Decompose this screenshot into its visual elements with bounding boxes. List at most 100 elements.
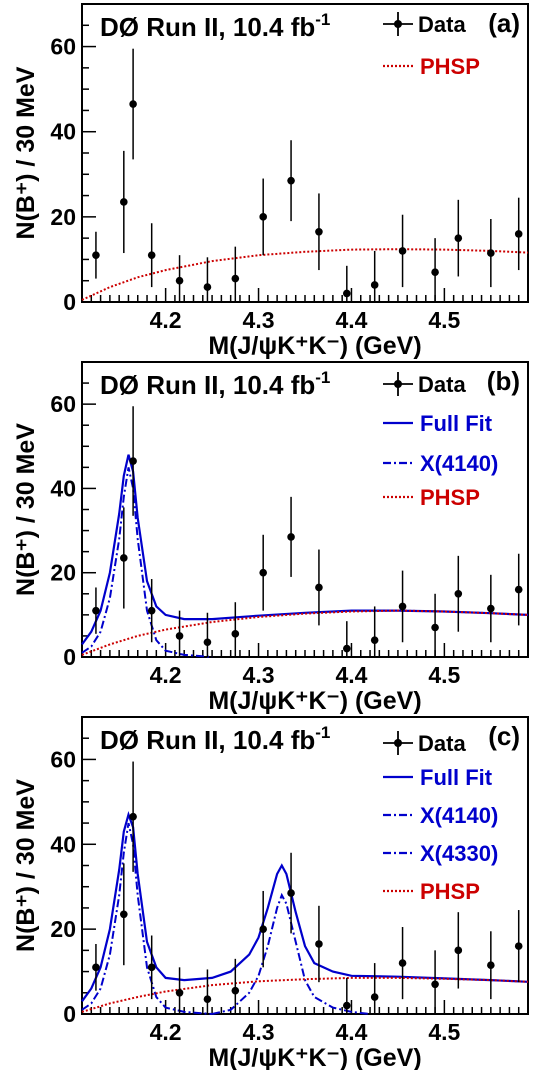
x-tick-label: 4.5 [428, 307, 460, 333]
x-tick-label: 4.5 [428, 1019, 460, 1045]
data-point [147, 963, 156, 972]
legend-label: Data [418, 372, 466, 397]
y-tick-label: 40 [50, 119, 76, 145]
legend-label: PHSP [420, 54, 480, 79]
x-tick-label: 4.4 [335, 1019, 367, 1045]
y-tick-label: 0 [63, 289, 76, 315]
data-point [287, 176, 295, 185]
data-point [203, 995, 212, 1003]
data-point [92, 963, 100, 972]
x-tick-label: 4.3 [243, 662, 275, 688]
legend-entry: PHSP [383, 485, 480, 510]
x-tick-label: 4.2 [150, 662, 182, 688]
y-tick-label: 60 [50, 391, 76, 417]
data-point [92, 251, 100, 259]
x-tick-label: 4.4 [335, 662, 367, 688]
data-point [343, 644, 351, 653]
data-point [259, 568, 267, 577]
data-point [129, 100, 137, 108]
panel-label: (c) [488, 721, 520, 751]
panel-label: (a) [488, 8, 520, 38]
y-tick-label: 60 [50, 746, 76, 772]
legend-label: Full Fit [420, 411, 493, 436]
y-tick-label: 40 [50, 475, 76, 501]
data-point [487, 249, 495, 257]
data-point [315, 227, 323, 236]
legend-entry: Full Fit [383, 411, 493, 436]
legend-entry: X(4330) [383, 841, 498, 866]
panel-title: DØ Run II, 10.4 fb-1 [100, 10, 330, 42]
curve-x-4330- [211, 892, 371, 1015]
data-point [514, 942, 523, 950]
legend-label: Data [418, 12, 466, 37]
legend-entry: PHSP [383, 879, 480, 904]
legend-entry: Data [383, 12, 466, 37]
y-tick-label: 20 [50, 560, 76, 586]
data-point [231, 986, 240, 995]
data-point [487, 961, 495, 970]
curve-phsp [81, 609, 529, 656]
data-point [203, 283, 212, 291]
data-point [431, 268, 439, 277]
data-point [175, 632, 184, 640]
data-point [454, 946, 463, 955]
data-point [147, 251, 156, 259]
curve-full-fit [81, 810, 529, 1002]
data-point [343, 289, 351, 298]
data-point [514, 585, 523, 594]
legend-entry: Data [383, 372, 466, 397]
chart-panel-1: 0 20 40 60 4.2 4.3 4.4 4.5 M(J/ψK⁺K⁻) (GeV) N(B⁺)… [12, 361, 529, 715]
legend-label: PHSP [420, 879, 480, 904]
data-point [203, 638, 212, 647]
data-point [454, 589, 463, 598]
legend-entry: Full Fit [383, 765, 493, 790]
data-point [370, 993, 379, 1001]
y-tick-label: 20 [50, 916, 76, 942]
data-point [129, 812, 137, 821]
legend-entry: X(4140) [383, 451, 498, 476]
curve-phsp [81, 248, 529, 301]
data-point [431, 980, 439, 989]
data-point [259, 213, 267, 221]
data-point [259, 925, 267, 933]
legend-swatch-marker [394, 20, 402, 28]
y-tick-label: 0 [63, 1001, 76, 1027]
y-tick-label: 60 [50, 34, 76, 60]
y-tick-label: 40 [50, 831, 76, 857]
legend-entry: Data [383, 731, 466, 756]
x-axis-label: M(J/ψK⁺K⁻) (GeV) [208, 687, 421, 715]
data-point [175, 988, 184, 997]
y-axis-label: N(B⁺) / 30 MeV [12, 66, 40, 239]
x-tick-label: 4.2 [150, 1019, 182, 1045]
data-point [343, 1001, 351, 1010]
curve-x-4140- [81, 467, 213, 658]
data-point [120, 198, 128, 206]
y-axis-label: N(B⁺) / 30 MeV [12, 423, 40, 596]
data-point [231, 630, 240, 638]
data-point [147, 606, 156, 615]
data-point [120, 910, 128, 919]
data-point [231, 274, 240, 283]
data-point [175, 276, 184, 285]
data-point [431, 623, 439, 632]
legend-entry: X(4140) [383, 803, 498, 828]
curve-x-4140- [81, 822, 213, 1015]
chart-panel-0: 0 20 40 60 4.2 4.3 4.4 4.5 M(J/ψK⁺K⁻) (GeV) N(B⁺)… [12, 3, 529, 360]
panel-title: DØ Run II, 10.4 fb-1 [100, 723, 330, 755]
legend-label: Data [418, 731, 466, 756]
data-point [514, 230, 523, 238]
x-tick-label: 4.3 [243, 307, 275, 333]
curve-full-fit [81, 454, 529, 646]
data-point [370, 281, 379, 289]
x-tick-label: 4.2 [150, 307, 182, 333]
legend-swatch-marker [394, 739, 402, 747]
curve-phsp [81, 976, 529, 1013]
data-point [92, 606, 100, 615]
legend-label: PHSP [420, 485, 480, 510]
data-point [398, 602, 407, 611]
legend-label: X(4330) [420, 841, 498, 866]
x-tick-label: 4.5 [428, 662, 460, 688]
data-point [398, 247, 407, 255]
data-point [454, 234, 463, 242]
